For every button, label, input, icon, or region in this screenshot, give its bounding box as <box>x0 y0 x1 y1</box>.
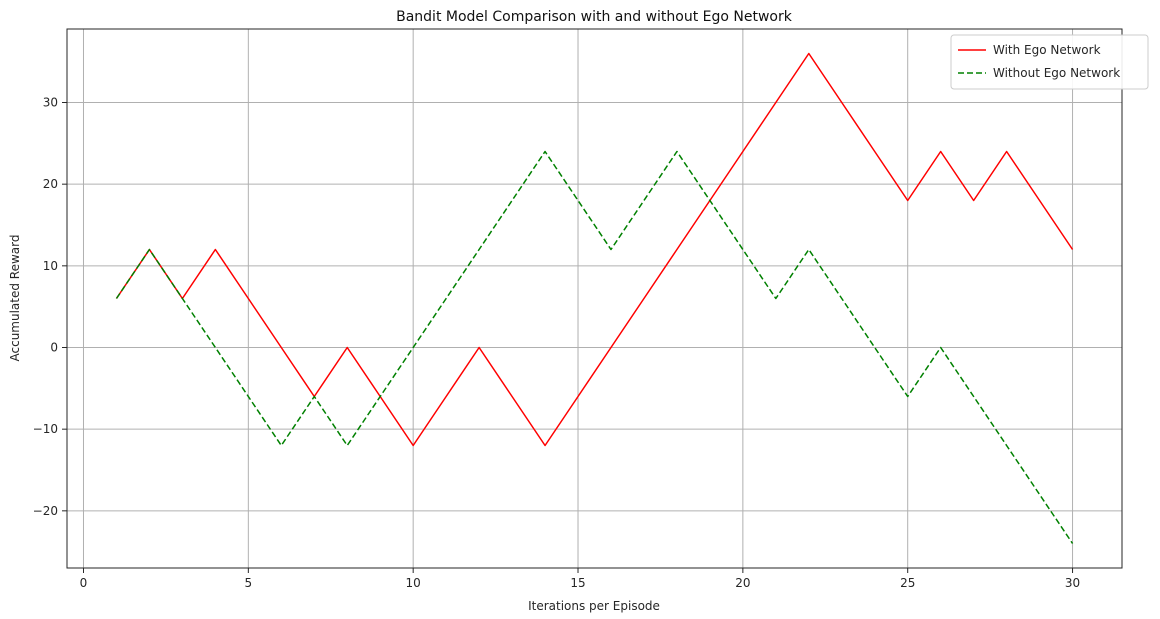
y-tick-label: 30 <box>43 96 58 110</box>
axis-ticks: 0 5 10 15 20 25 30 −20 −10 0 10 20 30 <box>33 96 1081 591</box>
chart-title: Bandit Model Comparison with and without… <box>396 9 793 25</box>
series-line-with-ego <box>115 52 1074 447</box>
series-group <box>115 52 1074 544</box>
x-tick-label: 25 <box>900 576 915 590</box>
x-tick-label: 10 <box>406 576 421 590</box>
legend-box <box>950 34 1149 90</box>
legend-label-without-ego: Without Ego Network <box>993 66 1120 80</box>
legend-label-with-ego: With Ego Network <box>993 43 1101 57</box>
grid <box>67 29 1122 568</box>
x-tick-label: 20 <box>735 576 750 590</box>
y-tick-label: −20 <box>33 504 58 518</box>
y-tick-label: 0 <box>50 341 58 355</box>
series-line-without-ego <box>115 150 1074 544</box>
y-tick-label: −10 <box>33 422 58 436</box>
x-tick-label: 30 <box>1065 576 1080 590</box>
x-tick-label: 5 <box>245 576 253 590</box>
x-tick-label: 0 <box>80 576 88 590</box>
y-tick-label: 20 <box>43 177 58 191</box>
y-axis-label: Accumulated Reward <box>8 235 22 362</box>
x-axis-label: Iterations per Episode <box>528 599 660 613</box>
plot-area <box>66 28 1123 569</box>
legend: With Ego Network Without Ego Network <box>950 34 1149 90</box>
x-tick-label: 15 <box>570 576 585 590</box>
y-tick-label: 10 <box>43 259 58 273</box>
